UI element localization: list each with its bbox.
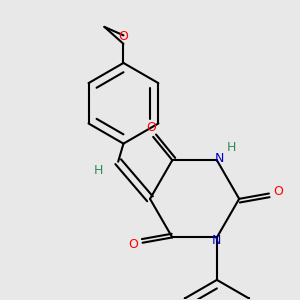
Text: O: O xyxy=(118,30,128,43)
Text: H: H xyxy=(227,141,236,154)
Text: O: O xyxy=(128,238,138,251)
Text: O: O xyxy=(146,121,156,134)
Text: H: H xyxy=(93,164,103,177)
Text: O: O xyxy=(274,185,284,198)
Text: N: N xyxy=(214,152,224,165)
Text: N: N xyxy=(212,234,222,247)
